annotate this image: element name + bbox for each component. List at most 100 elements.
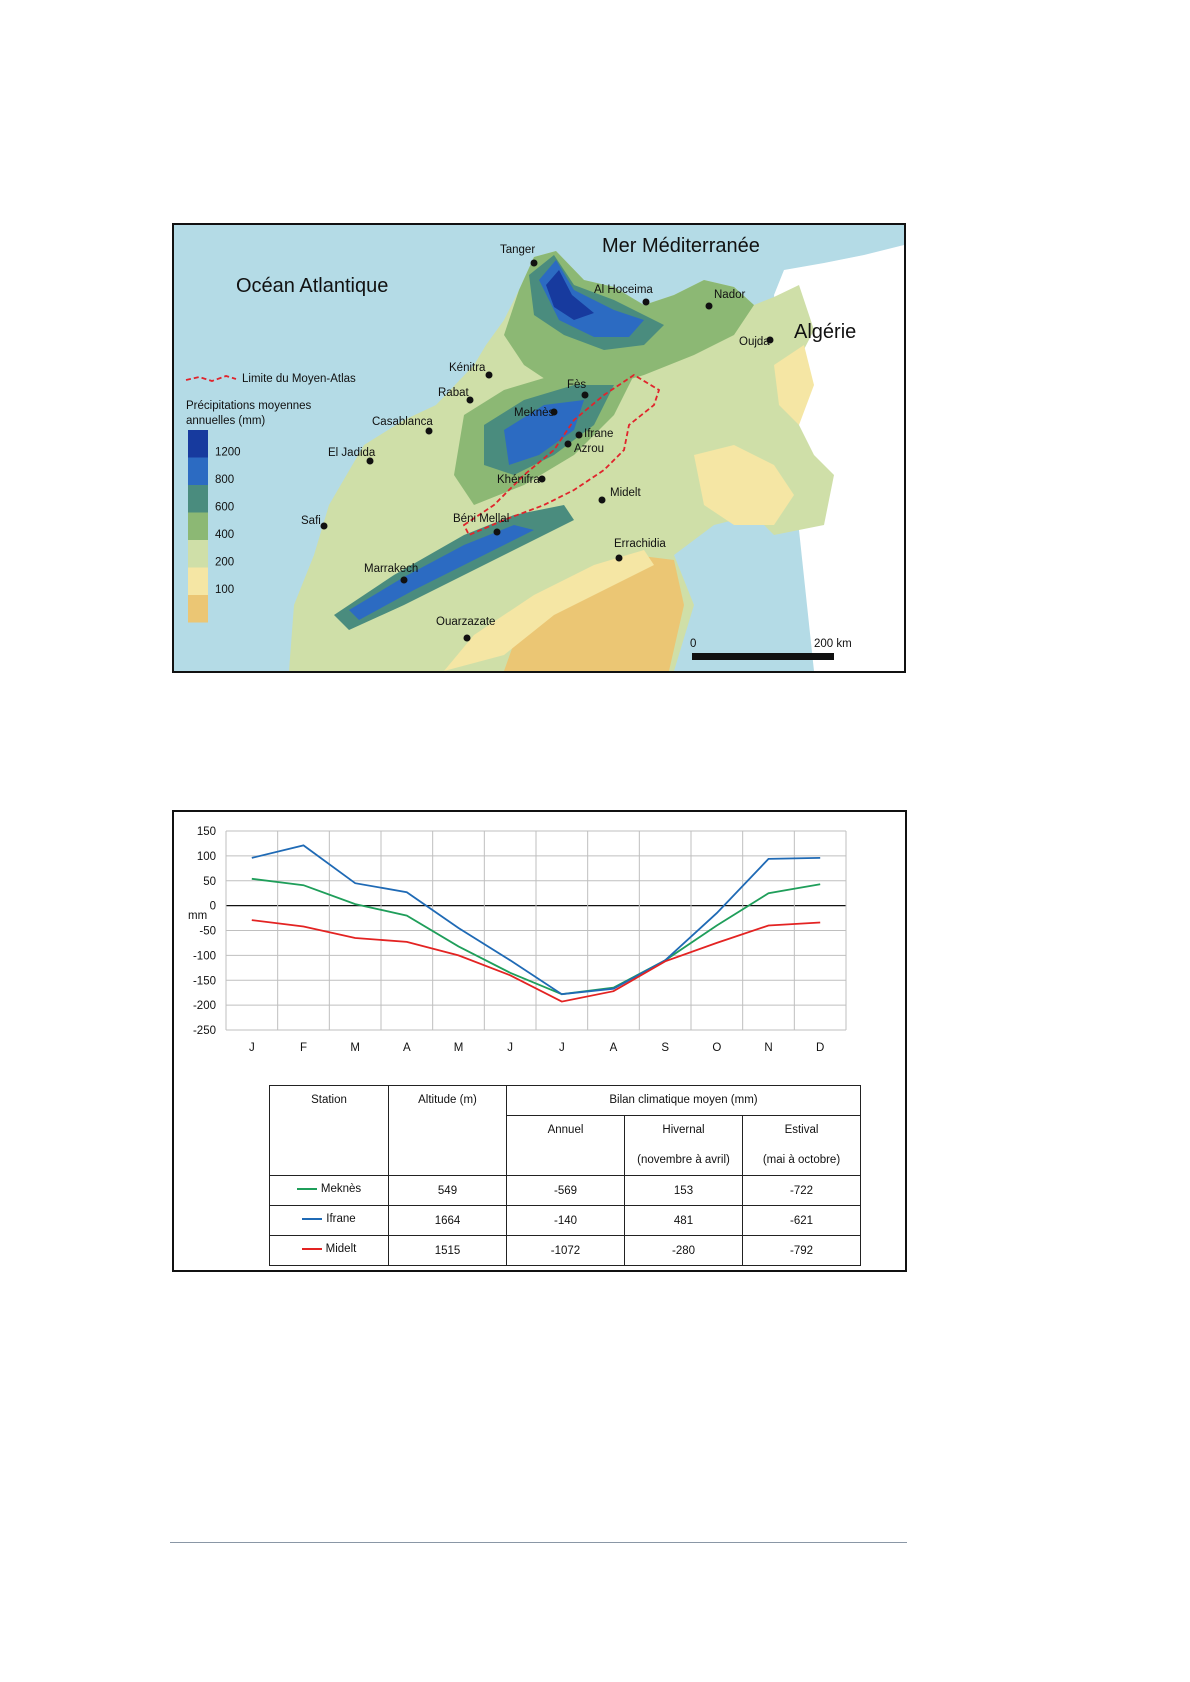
boundary-legend-swatch [185, 375, 237, 382]
y-tick-label: -50 [199, 926, 216, 938]
y-tick-label: 150 [197, 826, 216, 838]
city-ifrane: Ifrane [584, 428, 613, 440]
city-fes: Fès [567, 379, 586, 391]
header-estival: Estival [742, 1115, 861, 1146]
altitude-cell: 1515 [388, 1235, 507, 1266]
x-tick-label: M [454, 1042, 464, 1054]
map-legend: Limite du Moyen-Atlas Précipitations moy… [185, 373, 356, 623]
legend-boundary-label: Limite du Moyen-Atlas [242, 373, 356, 385]
hivernal-cell: -280 [624, 1235, 743, 1266]
series-line-midelt [251, 919, 821, 1003]
legend-swatch [188, 567, 208, 595]
y-tick-label: -150 [193, 975, 216, 987]
city-dot [564, 440, 572, 448]
semi-arid-zone-northeast [774, 345, 814, 425]
cities-layer: Tanger Al Hoceima Nador Oujda Kénitra Ra… [301, 244, 774, 642]
city-dot [485, 371, 493, 379]
header-hivernal: Hivernal [624, 1115, 743, 1146]
precipitation-map: Océan Atlantique Mer Méditerranée Algéri… [172, 223, 906, 673]
atlas-800 [504, 400, 584, 465]
chart-grid [225, 830, 847, 1031]
legend-class-label: 800 [215, 474, 234, 486]
city-dot [642, 298, 650, 306]
y-tick-label: 50 [203, 876, 216, 888]
altitude-cell: 1664 [388, 1205, 507, 1236]
header-annuel: Annuel [506, 1115, 625, 1176]
label-mediterranean: Mer Méditerranée [602, 235, 760, 257]
header-altitude: Altitude (m) [388, 1085, 507, 1176]
y-axis-label: mm [188, 910, 207, 922]
x-tick-label: F [300, 1042, 307, 1054]
x-tick-label: J [559, 1042, 565, 1054]
city-tanger: Tanger [500, 244, 535, 256]
city-errachidia: Errachidia [614, 538, 666, 550]
scale-bar-rect [692, 653, 834, 660]
series-line-ifrane [251, 844, 821, 996]
city-el-jadida: El Jadida [328, 447, 376, 459]
legend-class-label: 1200 [215, 447, 241, 459]
city-khenifra: Khénifra [497, 474, 540, 486]
annuel-cell: -569 [506, 1175, 625, 1206]
y-tick-label: 0 [210, 901, 216, 913]
header-bilan: Bilan climatique moyen (mm) [506, 1085, 861, 1116]
city-marrakech: Marrakech [364, 563, 418, 575]
city-dot [538, 475, 546, 483]
legend-line-midelt [301, 1247, 322, 1250]
legend-title-line2: annuelles (mm) [186, 415, 265, 427]
arid-zone [504, 555, 684, 671]
legend-class-label: 400 [215, 529, 234, 541]
city-dot [320, 522, 328, 530]
legend-swatch [188, 457, 208, 485]
city-dot [530, 259, 538, 267]
city-meknes: Meknès [514, 407, 555, 419]
city-dot [493, 528, 501, 536]
x-tick-label: A [610, 1042, 618, 1054]
label-atlantic: Océan Atlantique [236, 275, 388, 297]
table-row: Meknès 549 -569 153 -722 [269, 1175, 861, 1206]
city-dot [463, 634, 471, 642]
estival-cell: -722 [742, 1175, 861, 1206]
city-dot [400, 576, 408, 584]
city-azrou: Azrou [574, 443, 604, 455]
station-cell: Midelt [269, 1235, 389, 1266]
high-atlas-800 [349, 525, 534, 620]
chart-series [251, 844, 821, 1003]
y-axis-ticks: 150 100 50 0 -50 -100 -150 -200 -250 [193, 826, 216, 1037]
city-midelt: Midelt [610, 487, 641, 499]
table-row: Ifrane 1664 -140 481 -621 [269, 1205, 861, 1236]
y-tick-label: -250 [193, 1025, 216, 1037]
x-tick-label: A [403, 1042, 411, 1054]
x-tick-label: N [764, 1042, 772, 1054]
scale-bar: 0 200 km [690, 638, 852, 660]
city-ouarzazate: Ouarzazate [436, 616, 495, 628]
table-row: Midelt 1515 -1072 -280 -792 [269, 1235, 861, 1266]
legend-line-meknes [296, 1187, 317, 1190]
city-safi: Safi [301, 515, 321, 527]
city-dot [581, 391, 589, 399]
annuel-cell: -1072 [506, 1235, 625, 1266]
legend-class-label: 600 [215, 502, 234, 514]
estival-cell: -621 [742, 1205, 861, 1236]
city-dot [550, 408, 558, 416]
hivernal-cell: 153 [624, 1175, 743, 1206]
legend-line-ifrane [302, 1217, 323, 1220]
rif-800 [539, 260, 644, 337]
table-subheader-row-2: (novembre à avril) (mai à octobre) [270, 1145, 861, 1176]
city-dot [466, 396, 474, 404]
algeria-area [774, 245, 904, 671]
map-svg: Océan Atlantique Mer Méditerranée Algéri… [174, 225, 904, 671]
y-tick-label: 100 [197, 851, 216, 863]
y-tick-label: -100 [193, 950, 216, 962]
city-dot [575, 431, 583, 439]
legend-swatch [188, 512, 208, 540]
header-hivernal-sub: (novembre à avril) [624, 1145, 743, 1176]
rif-1200 [546, 270, 594, 320]
hivernal-cell: 481 [624, 1205, 743, 1236]
city-kenitra: Kénitra [449, 362, 486, 374]
semi-arid-zone-east [694, 445, 794, 525]
city-nador: Nador [714, 289, 745, 301]
x-tick-label: D [816, 1042, 824, 1054]
city-beni-mellal: Béni Mellal [453, 513, 509, 525]
legend-swatch [188, 540, 208, 568]
station-cell: Meknès [269, 1175, 389, 1206]
